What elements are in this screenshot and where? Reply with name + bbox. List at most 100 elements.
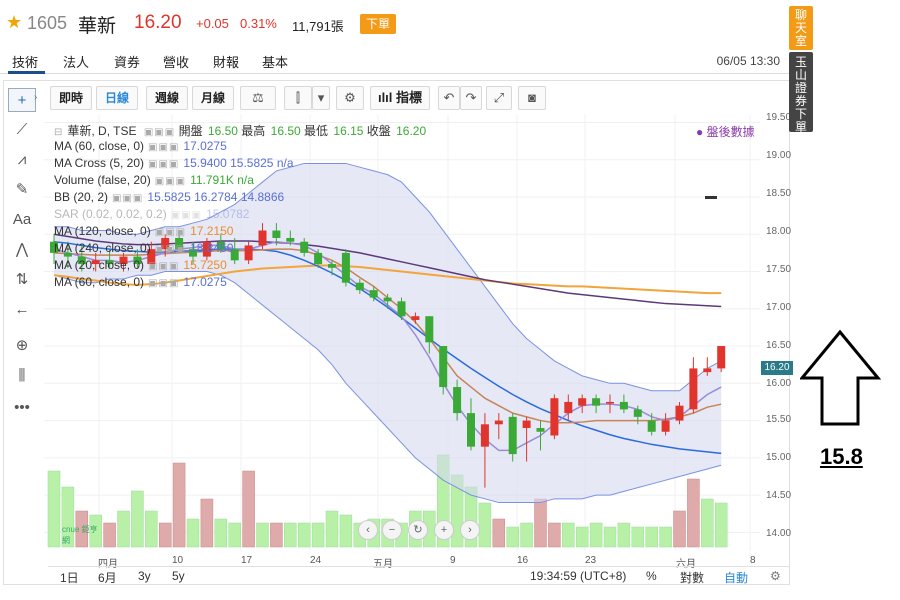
candle-type-icon[interactable]: ⫿ bbox=[284, 86, 312, 110]
candle-body bbox=[202, 241, 211, 257]
fib-icon[interactable]: ⩘ bbox=[17, 151, 27, 168]
indicators-button[interactable]: ılıl 指標 bbox=[370, 86, 430, 110]
collapse-legend-icon[interactable]: ⊟ bbox=[54, 127, 64, 138]
indicator-controls[interactable]: ▣▣▣ bbox=[170, 210, 203, 221]
range-1d-button[interactable]: 1日 bbox=[60, 571, 79, 585]
collapse-toolbar-icon[interactable]: › bbox=[34, 92, 38, 103]
date-tick: 16 bbox=[517, 555, 529, 566]
date-tick: 五月 bbox=[373, 559, 393, 570]
auto-scale-toggle[interactable]: 自動 bbox=[724, 571, 749, 585]
volume-bar bbox=[228, 522, 241, 548]
gear-icon[interactable]: ⚙ bbox=[770, 569, 781, 583]
measure-icon[interactable]: ⇅ bbox=[15, 271, 29, 288]
zoom-in-icon[interactable]: + bbox=[434, 520, 454, 540]
candle-body bbox=[633, 409, 642, 417]
candle-body bbox=[717, 346, 726, 369]
indicator-controls[interactable]: ▣▣▣ bbox=[112, 193, 144, 204]
crosshair-icon[interactable]: + bbox=[8, 88, 36, 112]
percent-scale-toggle[interactable]: % bbox=[646, 569, 657, 583]
low-label: 最低 bbox=[304, 124, 329, 138]
more-icon[interactable]: ••• bbox=[14, 399, 30, 416]
indicator-controls[interactable]: ▣▣▣ bbox=[148, 142, 180, 153]
indicator-controls[interactable]: ▣▣▣ bbox=[148, 261, 180, 272]
brush-icon[interactable]: ✎ bbox=[15, 181, 29, 198]
range-5y-button[interactable]: 5y bbox=[172, 569, 185, 583]
period-daily-button[interactable]: 日線 bbox=[96, 86, 138, 110]
chevron-down-icon[interactable]: ▾ bbox=[312, 86, 330, 110]
current-price-tag: 16.20 bbox=[761, 361, 793, 375]
pattern-icon[interactable]: ⋀ bbox=[15, 241, 29, 258]
compare-scale-icon[interactable]: ⚖ bbox=[240, 86, 276, 110]
quote-header: ★ 1605 華新 16.20 +0.05 0.31% 11,791張 下單 bbox=[0, 0, 790, 48]
close-value: 16.20 bbox=[396, 124, 427, 138]
undo-icon[interactable]: ↶ bbox=[438, 86, 460, 110]
after-hours-data-link[interactable]: ● 盤後數據 bbox=[696, 125, 755, 139]
volume-bar bbox=[131, 490, 144, 548]
candlesticks bbox=[50, 223, 726, 488]
range-6m-button[interactable]: 6月 bbox=[98, 571, 117, 585]
price-tick: 15.50 bbox=[766, 414, 792, 425]
volume-bar bbox=[284, 522, 297, 548]
trendline-icon[interactable]: ⟋ bbox=[16, 121, 28, 138]
legend-controls[interactable]: ▣▣▣ bbox=[143, 127, 176, 138]
stock-name: 華新 bbox=[78, 15, 117, 37]
indicator-controls[interactable]: ▣▣▣ bbox=[154, 227, 187, 238]
indicator-label: MA (20, close, 0) bbox=[54, 258, 145, 272]
indicator-controls[interactable]: ▣▣▣ bbox=[148, 159, 180, 170]
log-scale-toggle[interactable]: 對數 bbox=[680, 571, 705, 585]
section-tabs: 技術 法人 資券 營收 財報 基本 06/05 13:30 bbox=[0, 50, 790, 74]
period-monthly-button[interactable]: 月線 bbox=[192, 86, 234, 110]
indicator-controls[interactable]: ▣▣▣ bbox=[148, 278, 180, 289]
volume-bar bbox=[575, 526, 589, 548]
reset-icon[interactable]: ↻ bbox=[408, 520, 428, 540]
fullscreen-icon[interactable]: ⤢ bbox=[486, 86, 512, 110]
bar-icon[interactable]: ⫼ bbox=[18, 367, 26, 384]
chat-room-button[interactable]: 聊天室 bbox=[789, 6, 813, 50]
tab-revenue[interactable]: 營收 bbox=[163, 55, 190, 70]
indicator-label: MA (240, close, 0) bbox=[54, 241, 151, 255]
chart-bottom-bar: 1日 6月 3y 5y 19:34:59 (UTC+8) % 對數 自動 ⚙ bbox=[48, 566, 790, 585]
order-button[interactable]: 下單 bbox=[360, 14, 396, 34]
price-tick: 14.50 bbox=[766, 490, 792, 501]
indicator-value: 15.0782 bbox=[206, 207, 250, 221]
indicator-value: 17.0275 bbox=[183, 139, 227, 153]
tab-basic[interactable]: 基本 bbox=[262, 55, 289, 70]
volume-bar bbox=[325, 510, 339, 548]
indicator-chart-icon: ılıl bbox=[377, 90, 393, 105]
volume-bar bbox=[270, 522, 283, 548]
text-icon[interactable]: Aa bbox=[12, 211, 32, 228]
period-weekly-button[interactable]: 週線 bbox=[146, 86, 188, 110]
camera-icon[interactable]: ◙ bbox=[518, 86, 546, 110]
drawn-dash-mark bbox=[705, 196, 717, 199]
period-realtime-button[interactable]: 即時 bbox=[50, 86, 92, 110]
redo-icon[interactable]: ↷ bbox=[460, 86, 482, 110]
legend-row: MA (60, close, 0) ▣▣▣ 17.0275 bbox=[54, 139, 227, 153]
tab-institutional[interactable]: 法人 bbox=[63, 55, 90, 70]
scroll-left-icon[interactable]: ‹ bbox=[358, 520, 378, 540]
remove-icon[interactable]: ← bbox=[14, 301, 30, 318]
price-tick: 19.50 bbox=[766, 112, 792, 123]
scroll-right-icon[interactable]: › bbox=[460, 520, 480, 540]
date-tick: 六月 bbox=[676, 559, 696, 570]
tab-margin[interactable]: 資券 bbox=[114, 55, 141, 70]
indicator-controls[interactable]: ▣▣▣ bbox=[154, 244, 187, 255]
candle-body bbox=[661, 420, 670, 432]
favorite-star-icon[interactable]: ★ bbox=[6, 12, 23, 32]
clock-display[interactable]: 19:34:59 (UTC+8) bbox=[530, 569, 627, 583]
candle-body bbox=[508, 416, 517, 455]
candle-body bbox=[175, 237, 184, 250]
price-chart[interactable] bbox=[44, 115, 760, 551]
tab-financials[interactable]: 財報 bbox=[213, 55, 240, 70]
tab-technical[interactable]: 技術 bbox=[12, 55, 39, 70]
esun-order-button[interactable]: 玉山證券下單 bbox=[789, 52, 813, 134]
indicator-controls[interactable]: ▣▣▣ bbox=[154, 176, 187, 187]
volume-bar bbox=[659, 526, 672, 548]
indicator-value: 15.7250 bbox=[183, 258, 227, 272]
high-label: 最高 bbox=[241, 124, 266, 138]
range-3y-button[interactable]: 3y bbox=[138, 569, 151, 583]
gear-icon[interactable]: ⚙ bbox=[336, 86, 364, 110]
zoom-out-icon[interactable]: − bbox=[382, 520, 402, 540]
open-value: 16.50 bbox=[207, 124, 238, 138]
zoom-icon[interactable]: ⊕ bbox=[15, 337, 29, 354]
price-tick: 16.50 bbox=[766, 340, 792, 351]
